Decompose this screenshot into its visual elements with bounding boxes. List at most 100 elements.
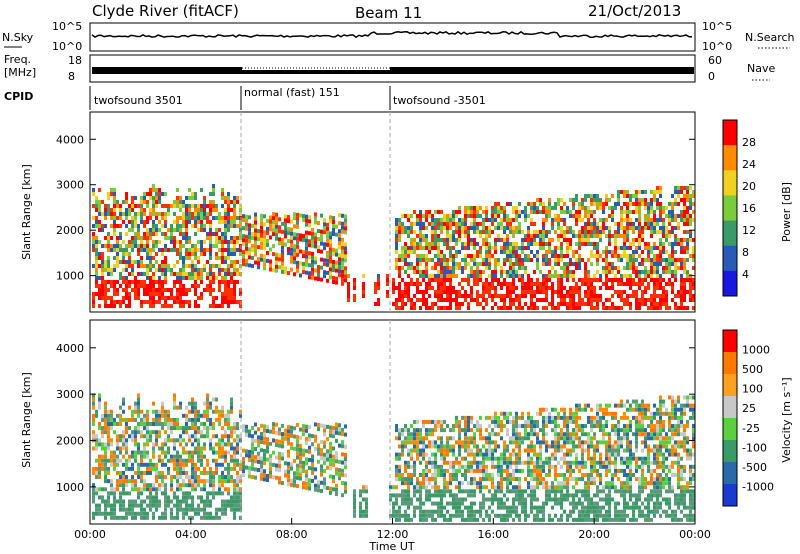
heatmap-cell xyxy=(617,190,620,194)
heatmap-cell xyxy=(638,254,641,258)
heatmap-cell xyxy=(329,255,332,260)
heatmap-cell xyxy=(104,292,107,296)
heatmap-cell xyxy=(623,238,626,242)
heatmap-cell xyxy=(638,230,641,234)
heatmap-cell xyxy=(677,226,680,230)
heatmap-cell xyxy=(404,493,407,498)
heatmap-cell xyxy=(218,256,221,260)
heatmap-cell xyxy=(287,433,290,438)
heatmap-cell xyxy=(482,501,485,506)
heatmap-cell xyxy=(230,430,233,435)
heatmap-cell xyxy=(227,216,230,220)
heatmap-cell xyxy=(470,509,473,514)
heatmap-cell xyxy=(173,491,176,496)
heatmap-cell xyxy=(170,292,173,296)
heatmap-cell xyxy=(473,481,476,486)
heatmap-cell xyxy=(428,294,431,298)
heatmap-cell xyxy=(578,266,581,270)
heatmap-cell xyxy=(296,248,299,253)
heatmap-cell xyxy=(638,278,641,282)
heatmap-cell xyxy=(305,270,308,275)
heatmap-cell xyxy=(635,258,638,262)
heatmap-cell xyxy=(209,220,212,224)
heatmap-cell xyxy=(215,304,218,308)
heatmap-cell xyxy=(104,280,107,284)
heatmap-cell xyxy=(194,212,197,216)
heatmap-cell xyxy=(407,234,410,238)
heatmap-cell xyxy=(485,456,488,461)
heatmap-cell xyxy=(287,429,290,434)
heatmap-cell xyxy=(437,448,440,453)
heatmap-cell xyxy=(422,298,425,302)
heatmap-cell xyxy=(668,270,671,274)
heatmap-cell xyxy=(653,294,656,298)
heatmap-cell xyxy=(197,228,200,232)
heatmap-cell xyxy=(320,468,323,473)
heatmap-cell xyxy=(587,270,590,274)
heatmap-cell xyxy=(176,438,179,443)
heatmap-cell xyxy=(494,444,497,449)
heatmap-cell xyxy=(182,200,185,204)
heatmap-cell xyxy=(515,254,518,258)
heatmap-cell xyxy=(146,252,149,256)
heatmap-cell xyxy=(320,456,323,461)
heatmap-cell xyxy=(263,424,266,429)
heatmap-cell xyxy=(146,413,149,418)
heatmap-cell xyxy=(233,288,236,292)
cpid-label: CPID xyxy=(4,90,33,103)
heatmap-cell xyxy=(326,270,329,275)
heatmap-cell xyxy=(143,280,146,284)
heatmap-cell xyxy=(179,426,182,431)
heatmap-cell xyxy=(614,278,617,282)
heatmap-cell xyxy=(140,503,143,508)
heatmap-cell xyxy=(476,448,479,453)
heatmap-cell xyxy=(317,423,320,428)
heatmap-cell xyxy=(194,470,197,475)
heatmap-cell xyxy=(260,257,263,262)
heatmap-cell xyxy=(146,470,149,475)
heatmap-cell xyxy=(632,202,635,206)
heatmap-cell xyxy=(155,192,158,196)
heatmap-cell xyxy=(503,226,506,230)
heatmap-cell xyxy=(467,230,470,234)
heatmap-cell xyxy=(314,434,317,439)
heatmap-cell xyxy=(419,473,422,477)
heatmap-cell xyxy=(470,513,473,518)
heatmap-cell xyxy=(212,304,215,308)
heatmap-cell xyxy=(185,495,188,500)
heatmap-cell xyxy=(365,497,368,502)
heatmap-cell xyxy=(674,266,677,270)
heatmap-cell xyxy=(191,268,194,272)
heatmap-cell xyxy=(491,206,494,210)
heatmap-cell xyxy=(158,228,161,232)
heatmap-cell xyxy=(203,200,206,204)
heatmap-cell xyxy=(491,306,494,310)
heatmap-cell xyxy=(143,417,146,422)
heatmap-cell xyxy=(482,505,485,510)
heatmap-cell xyxy=(227,434,230,439)
heatmap-cell xyxy=(95,236,98,240)
heatmap-cell xyxy=(626,214,629,218)
heatmap-cell xyxy=(167,495,170,500)
heatmap-cell xyxy=(101,256,104,260)
heatmap-cell xyxy=(428,222,431,226)
heatmap-cell xyxy=(566,226,569,230)
heatmap-cell xyxy=(188,212,191,216)
colorbar-tick-label: 16 xyxy=(742,202,756,215)
heatmap-cell xyxy=(227,224,230,228)
heatmap-cell xyxy=(461,246,464,250)
heatmap-cell xyxy=(668,218,671,222)
heatmap-cell xyxy=(689,222,692,226)
heatmap-cell xyxy=(260,241,263,246)
heatmap-cell xyxy=(308,449,311,454)
heatmap-cell xyxy=(251,450,254,455)
heatmap-cell xyxy=(512,274,515,278)
heatmap-cell xyxy=(452,477,455,482)
heatmap-cell xyxy=(284,432,287,437)
heatmap-cell xyxy=(98,264,101,268)
heatmap-cell xyxy=(164,280,167,284)
heatmap-cell xyxy=(581,282,584,286)
heatmap-cell xyxy=(131,196,134,200)
heatmap-cell xyxy=(197,208,200,212)
heatmap-cell xyxy=(455,485,458,490)
